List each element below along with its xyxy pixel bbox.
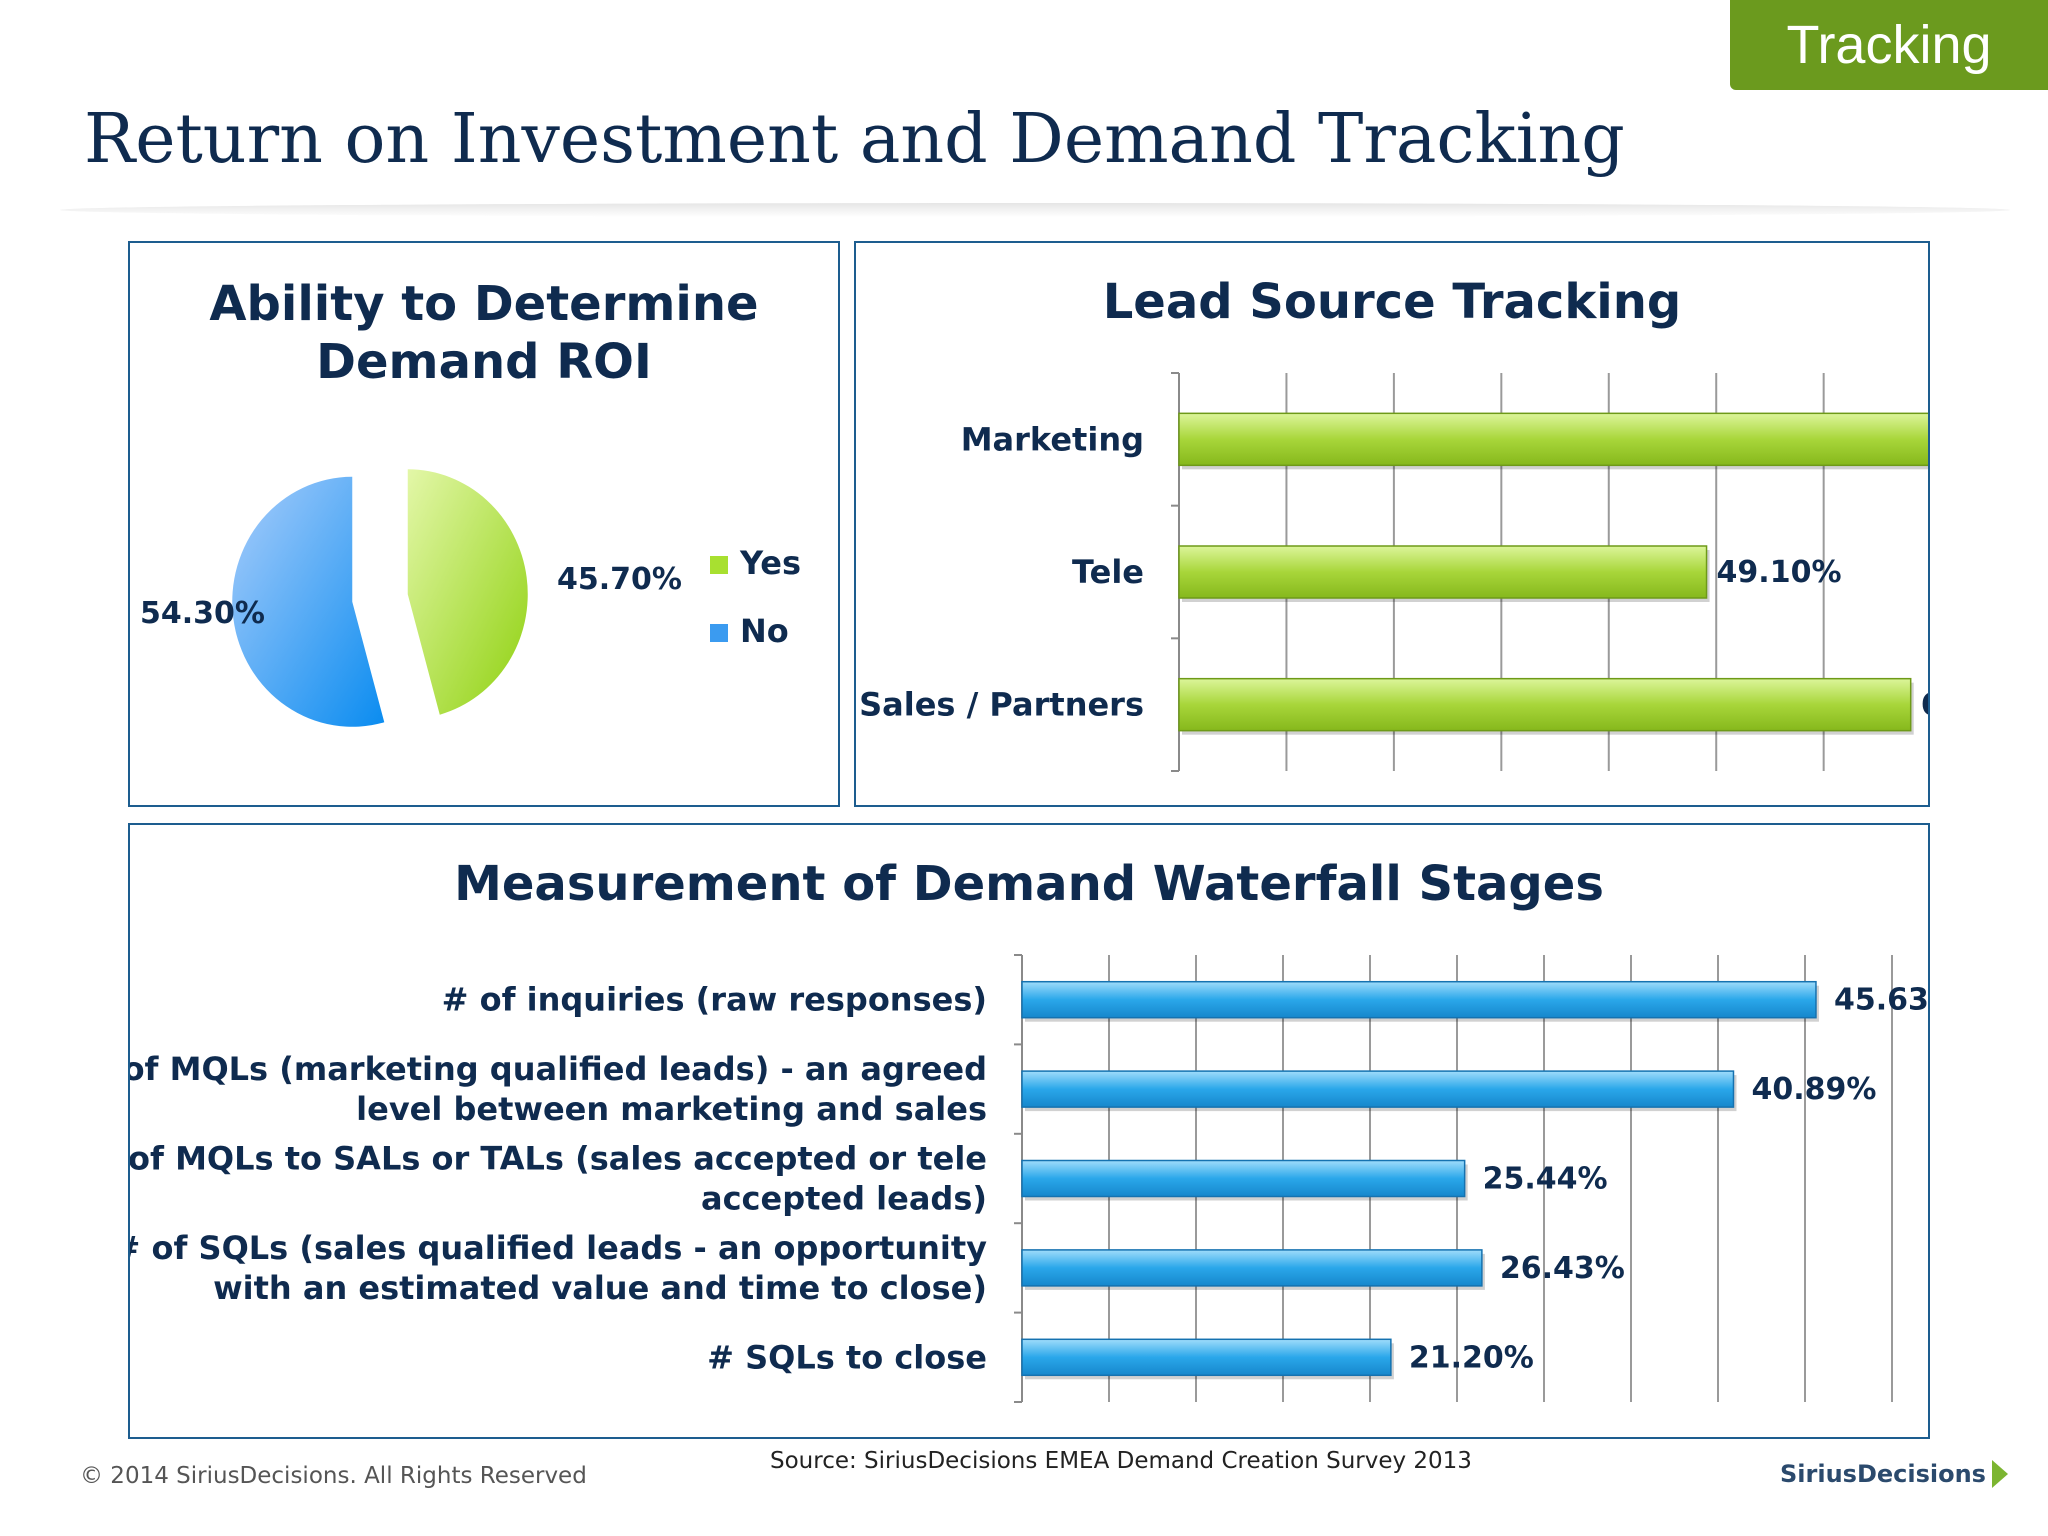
category-label-line: Tele — [1072, 553, 1144, 591]
lead-source-panel: Lead Source Tracking 78.80%Marketing49.1… — [854, 241, 1930, 807]
category-label-line: # of MQLs (marketing qualified leads) - … — [130, 1050, 987, 1088]
pie-chart-title-line-2: Demand ROI — [316, 334, 652, 390]
category-label-line: level between marketing and sales — [356, 1090, 987, 1128]
bar-value-label-2: 25.44% — [1483, 1162, 1608, 1197]
bar-value-label-4: 21.20% — [1409, 1340, 1534, 1375]
category-label-4: # SQLs to close — [707, 1338, 987, 1376]
title-divider — [60, 203, 2010, 217]
bar-value-label-3: 26.43% — [1500, 1251, 1625, 1286]
bar-3 — [1021, 1249, 1483, 1287]
brand-arrow-icon — [1991, 1460, 2008, 1488]
roi-pie-panel: Ability to Determine Demand ROI 45.70% 54… — [128, 241, 840, 807]
footer-source: Source: SiriusDecisions EMEA Demand Crea… — [770, 1448, 1472, 1474]
legend-swatch-no — [710, 624, 728, 642]
category-label-line: with an estimated value and time to clos… — [213, 1269, 987, 1307]
pie-slice-no — [232, 476, 385, 727]
waterfall-title: Measurement of Demand Waterfall Stages — [454, 856, 1604, 912]
bar-1 — [1178, 545, 1708, 599]
bar-0 — [1178, 412, 1928, 467]
bar-value-label-0: 45.63% — [1834, 983, 1928, 1018]
category-label-2: Sales / Partners — [859, 686, 1144, 724]
pie-label-yes: 45.70% — [557, 562, 682, 597]
legend-swatch-yes — [710, 556, 728, 574]
category-label-0: # of inquiries (raw responses) — [442, 981, 987, 1019]
pie-chart-title-line-1: Ability to Determine — [209, 276, 759, 332]
legend-label-no: No — [740, 612, 789, 650]
waterfall-chart: 45.63% # of inquiries (raw responses) 40.8… — [130, 954, 1928, 1403]
bar-value-label-1: 49.10% — [1717, 555, 1842, 590]
category-label-3: # of SQLs (sales qualified leads - an op… — [130, 1229, 987, 1307]
category-label-line: # SQLs to close — [707, 1338, 987, 1376]
category-label-line: # of inquiries (raw responses) — [442, 981, 987, 1019]
category-label-1: # of MQLs (marketing qualified leads) - … — [130, 1050, 987, 1128]
category-label-line: # of MQLs to SALs or TALs (sales accepte… — [130, 1140, 987, 1178]
category-label-line: accepted leads) — [701, 1180, 987, 1218]
category-label-1: Tele — [1072, 553, 1144, 591]
category-label-0: Marketing — [961, 420, 1144, 458]
bar-0 — [1021, 980, 1817, 1019]
pie-chart: 45.70% 54.30% Yes No — [140, 469, 801, 727]
footer-copyright: © 2014 SiriusDecisions. All Rights Reser… — [80, 1463, 587, 1489]
pie-chart-title: Ability to Determine Demand ROI — [130, 275, 838, 391]
brand-logo-text: SiriusDecisions — [1780, 1460, 1986, 1488]
legend-label-yes: Yes — [739, 544, 801, 582]
section-tag: Tracking — [1730, 0, 2048, 90]
brand-logo: SiriusDecisions — [1780, 1460, 2008, 1488]
bar-value-label-2: 68.10% — [1921, 688, 1928, 723]
bar-2 — [1021, 1159, 1466, 1198]
bar-value-label-1: 40.89% — [1751, 1072, 1876, 1107]
page-title: Return on Investment and Demand Tracking — [84, 100, 1625, 179]
bar-1 — [1021, 1070, 1735, 1108]
pie-slice-yes — [407, 469, 528, 715]
bar-2 — [1178, 677, 1912, 732]
bar-4 — [1021, 1338, 1392, 1377]
category-label-line: Marketing — [961, 420, 1144, 458]
category-label-line: Sales / Partners — [859, 686, 1144, 724]
category-label-2: # of MQLs to SALs or TALs (sales accepte… — [130, 1140, 987, 1218]
waterfall-panel: Measurement of Demand Waterfall Stages 4… — [128, 823, 1930, 1439]
lead-source-title: Lead Source Tracking — [1102, 274, 1682, 330]
category-label-line: # of SQLs (sales qualified leads - an op… — [130, 1229, 987, 1267]
pie-label-no: 54.30% — [140, 596, 265, 631]
